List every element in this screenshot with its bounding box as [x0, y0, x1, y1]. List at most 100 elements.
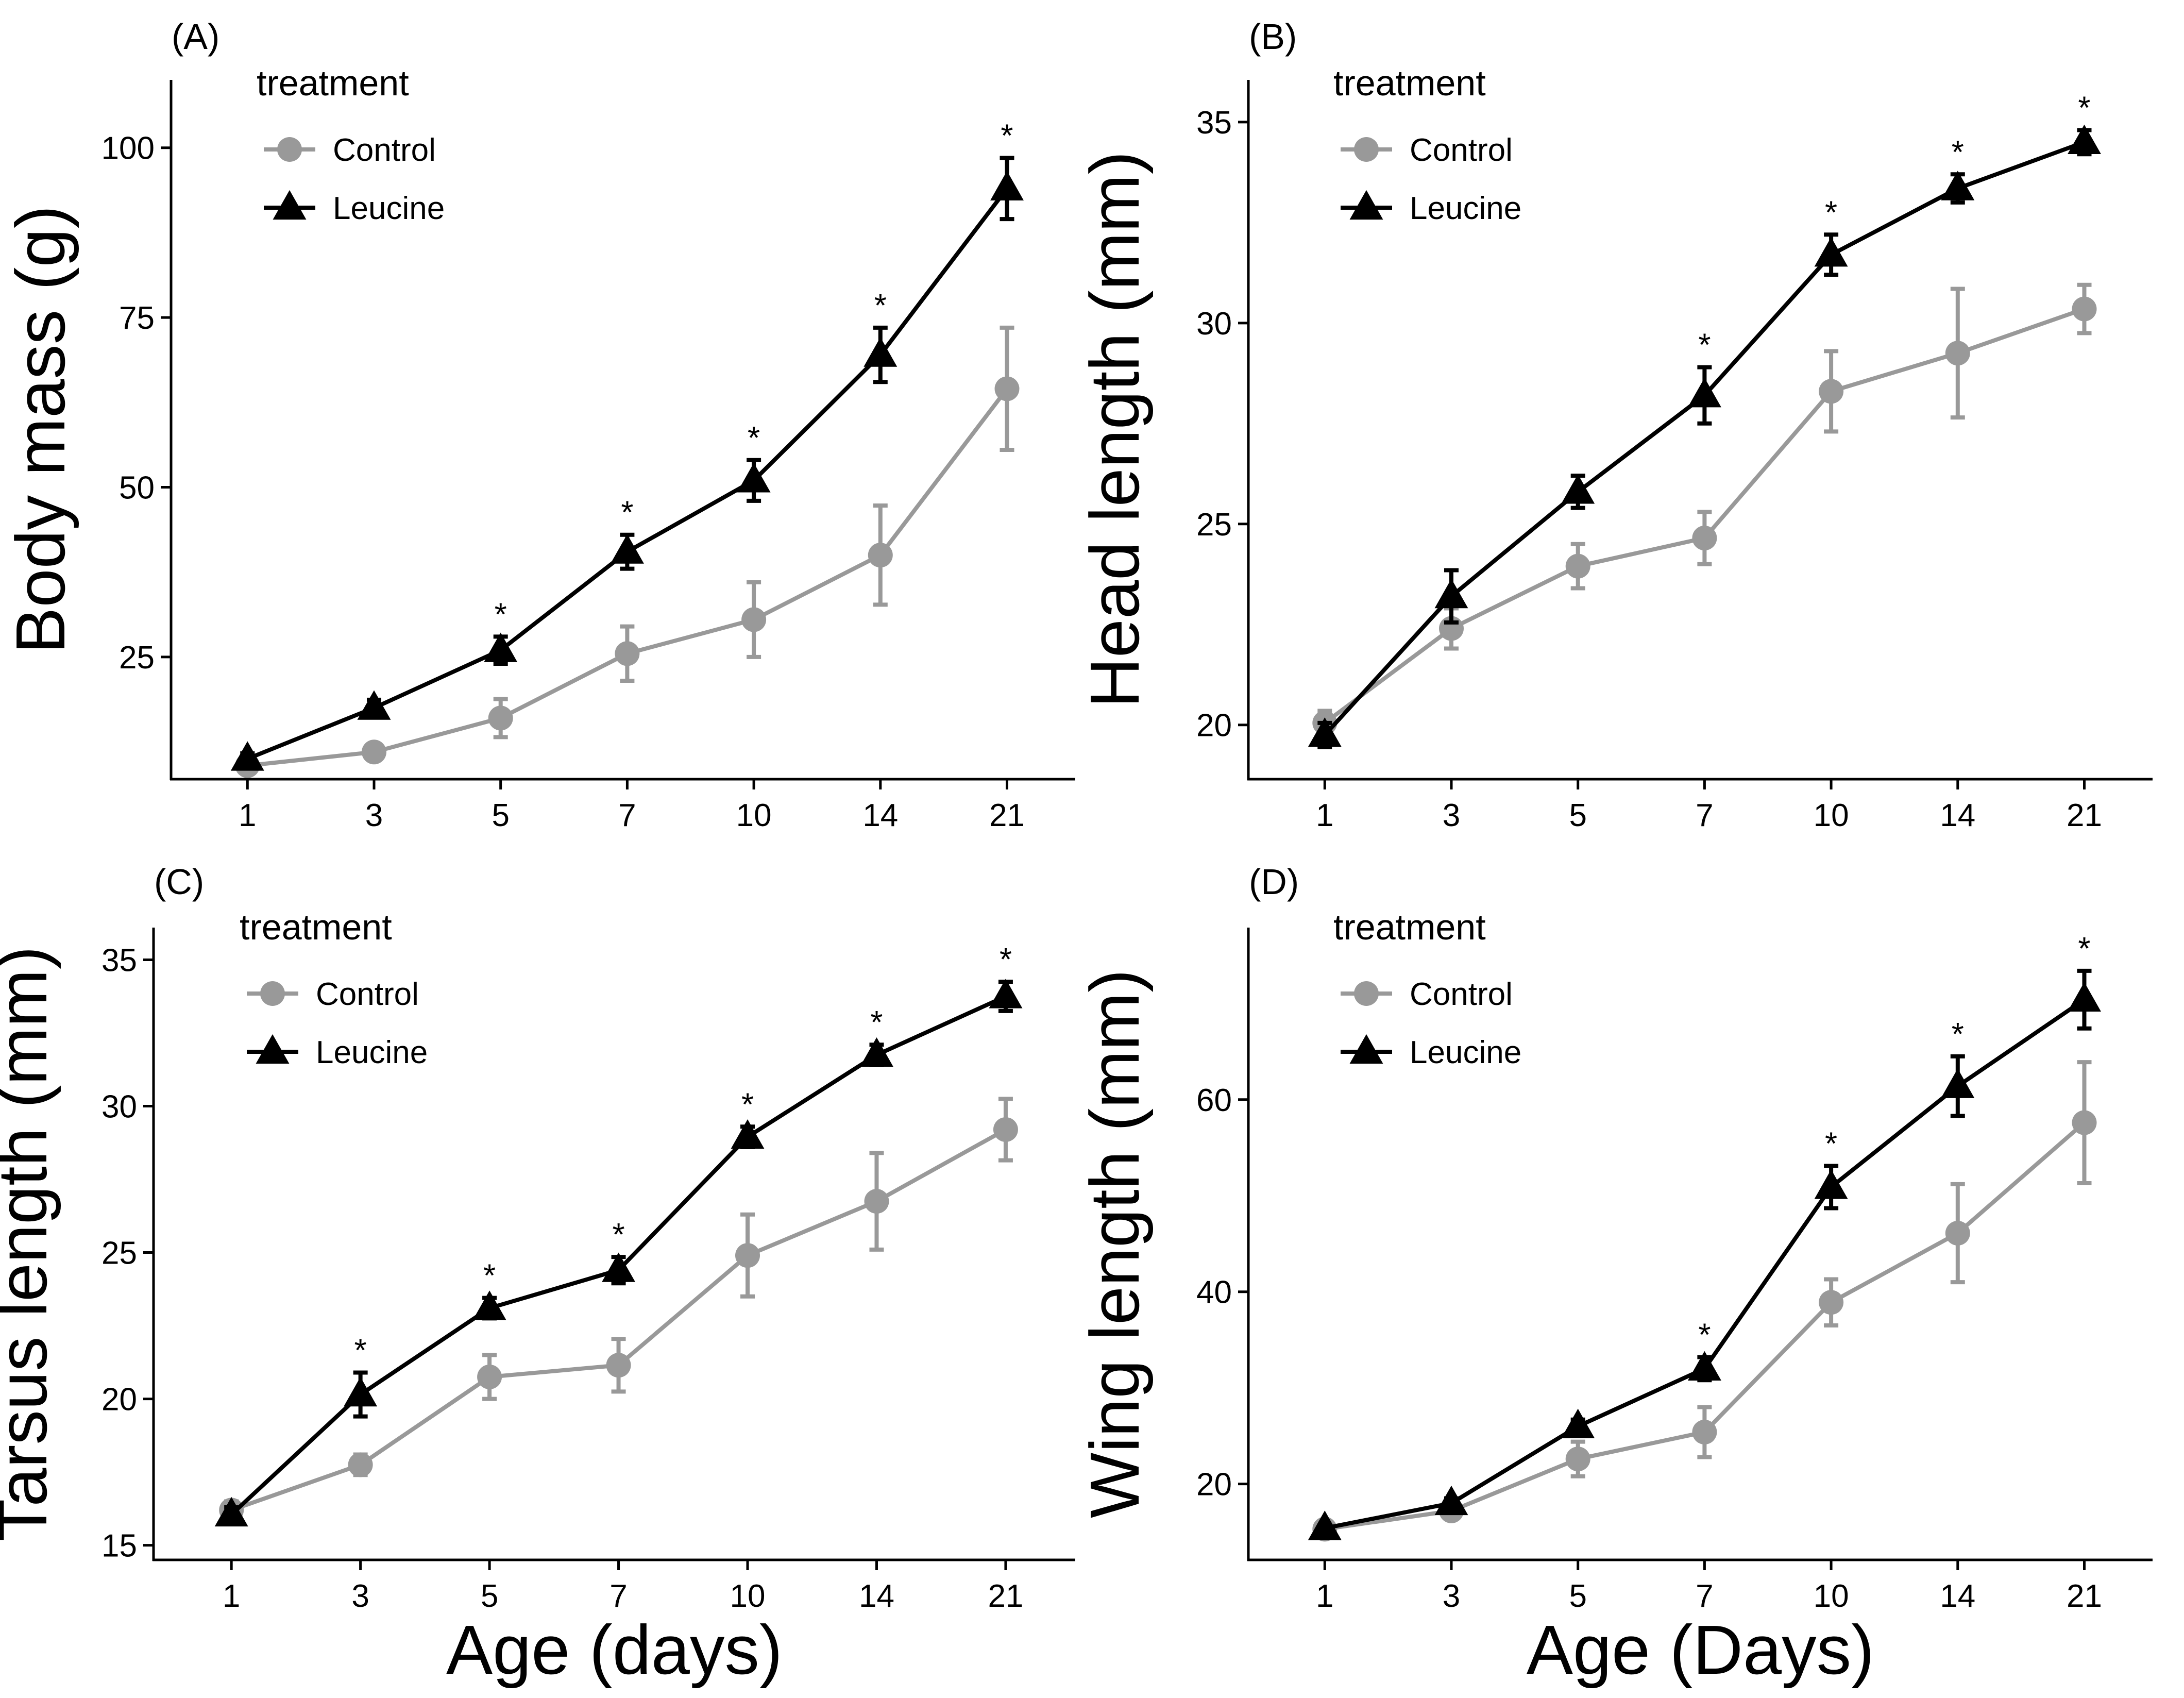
significance-star: *	[748, 421, 760, 456]
data-point	[2068, 124, 2101, 155]
x-tick-label: 10	[1814, 798, 1849, 833]
data-point	[1561, 474, 1595, 504]
data-point	[1945, 1220, 1970, 1246]
y-tick-label: 30	[101, 1089, 137, 1125]
y-tick-label: 35	[1196, 105, 1232, 141]
data-point	[472, 1290, 506, 1320]
data-point	[348, 1452, 373, 1477]
data-point	[1941, 171, 1975, 200]
x-tick-label: 21	[2067, 1578, 2102, 1614]
data-point	[2072, 296, 2097, 322]
x-tick-label: 14	[859, 1578, 894, 1614]
data-point	[484, 632, 518, 662]
legend-label: Leucine	[316, 1035, 428, 1070]
data-point	[993, 1117, 1018, 1142]
significance-star: *	[870, 1005, 883, 1040]
y-tick-label: 25	[101, 1236, 137, 1271]
data-point	[2072, 1110, 2097, 1135]
panel-label: (B)	[1249, 16, 1297, 57]
significance-star: *	[2078, 931, 2090, 967]
data-point	[1814, 237, 1848, 267]
significance-star: *	[1000, 942, 1012, 978]
significance-star: *	[1952, 135, 1964, 170]
series-control	[219, 1097, 1018, 1523]
data-point	[741, 607, 767, 632]
series-leucine	[214, 979, 1023, 1527]
series-control	[1312, 1060, 2097, 1542]
x-tick-label: 7	[1696, 1578, 1713, 1614]
y-tick-label: 75	[119, 300, 155, 336]
panel-label: (C)	[154, 862, 204, 902]
legend-key-marker	[256, 1034, 290, 1064]
x-tick-label: 7	[610, 1578, 627, 1614]
data-point	[230, 741, 264, 771]
data-point	[477, 1364, 502, 1389]
x-tick-label: 14	[1940, 798, 1975, 833]
significance-star: *	[621, 495, 633, 531]
x-tick-label: 3	[1443, 1578, 1460, 1614]
significance-star: *	[495, 597, 507, 632]
legend-title: treatment	[1333, 63, 1486, 103]
legend: treatment Control Leucine	[257, 63, 445, 226]
data-point	[994, 376, 1020, 401]
y-axis-label: Tarsus length (mm)	[0, 946, 61, 1541]
data-point	[1308, 1510, 1342, 1540]
data-point	[735, 1243, 760, 1268]
series-leucine	[230, 156, 1024, 771]
significance-star: *	[483, 1258, 496, 1294]
data-point	[1692, 526, 1717, 551]
legend-title: treatment	[1333, 907, 1486, 947]
data-point	[1565, 553, 1590, 579]
x-tick-label: 5	[492, 798, 509, 833]
data-point	[859, 1037, 893, 1067]
data-point	[864, 1189, 889, 1214]
data-point	[357, 690, 391, 720]
y-tick-label: 20	[101, 1382, 137, 1418]
significance-star: *	[354, 1333, 367, 1368]
x-axis-label: Age (days)	[446, 1611, 783, 1689]
x-tick-label: 1	[1316, 798, 1333, 833]
legend: treatment Control Leucine	[1333, 907, 1521, 1070]
y-tick-label: 20	[1196, 1467, 1232, 1503]
legend-key-marker	[1354, 981, 1379, 1006]
data-point	[214, 1497, 248, 1527]
data-point	[610, 534, 644, 564]
x-tick-label: 21	[988, 1578, 1023, 1614]
x-tick-label: 21	[2067, 798, 2102, 833]
x-tick-label: 5	[481, 1578, 498, 1614]
data-point	[868, 543, 893, 568]
x-tick-label: 1	[1316, 1578, 1333, 1614]
legend: treatment Control Leucine	[240, 907, 428, 1070]
chart-panel-4: (D) 20 40 60 1 3 5 7 10 14 21 Wing length (mm) Age (…	[1076, 862, 2153, 1689]
y-tick-label: 20	[1196, 708, 1232, 744]
y-tick-label: 100	[101, 131, 155, 166]
x-tick-label: 10	[736, 798, 772, 833]
x-tick-label: 7	[1696, 798, 1713, 833]
x-tick-label: 3	[365, 798, 383, 833]
x-tick-label: 5	[1569, 798, 1586, 833]
y-tick-label: 25	[1196, 507, 1232, 543]
data-point	[1945, 341, 1970, 366]
data-point	[989, 979, 1023, 1008]
data-point	[1814, 1169, 1848, 1199]
data-point	[602, 1252, 636, 1282]
data-point	[1561, 1408, 1595, 1438]
series-line	[230, 1128, 1007, 1512]
series-leucine	[1308, 124, 2101, 749]
data-point	[1692, 1419, 1717, 1444]
data-point	[361, 739, 386, 765]
x-tick-label: 3	[1443, 798, 1460, 833]
legend-key-marker	[1349, 1034, 1383, 1064]
legend-key-marker	[277, 137, 302, 162]
data-point	[1434, 1485, 1468, 1516]
data-point	[1819, 1290, 1844, 1315]
panel-label: (A)	[172, 16, 219, 57]
data-point	[1687, 1351, 1721, 1381]
y-axis-label: Wing length (mm)	[1076, 969, 1154, 1518]
y-axis-label: Body mass (g)	[2, 205, 79, 653]
data-point	[1819, 379, 1844, 404]
legend-label: Control	[333, 132, 436, 168]
y-axis-label: Head length (mm)	[1076, 151, 1154, 708]
legend-title: treatment	[257, 63, 409, 103]
